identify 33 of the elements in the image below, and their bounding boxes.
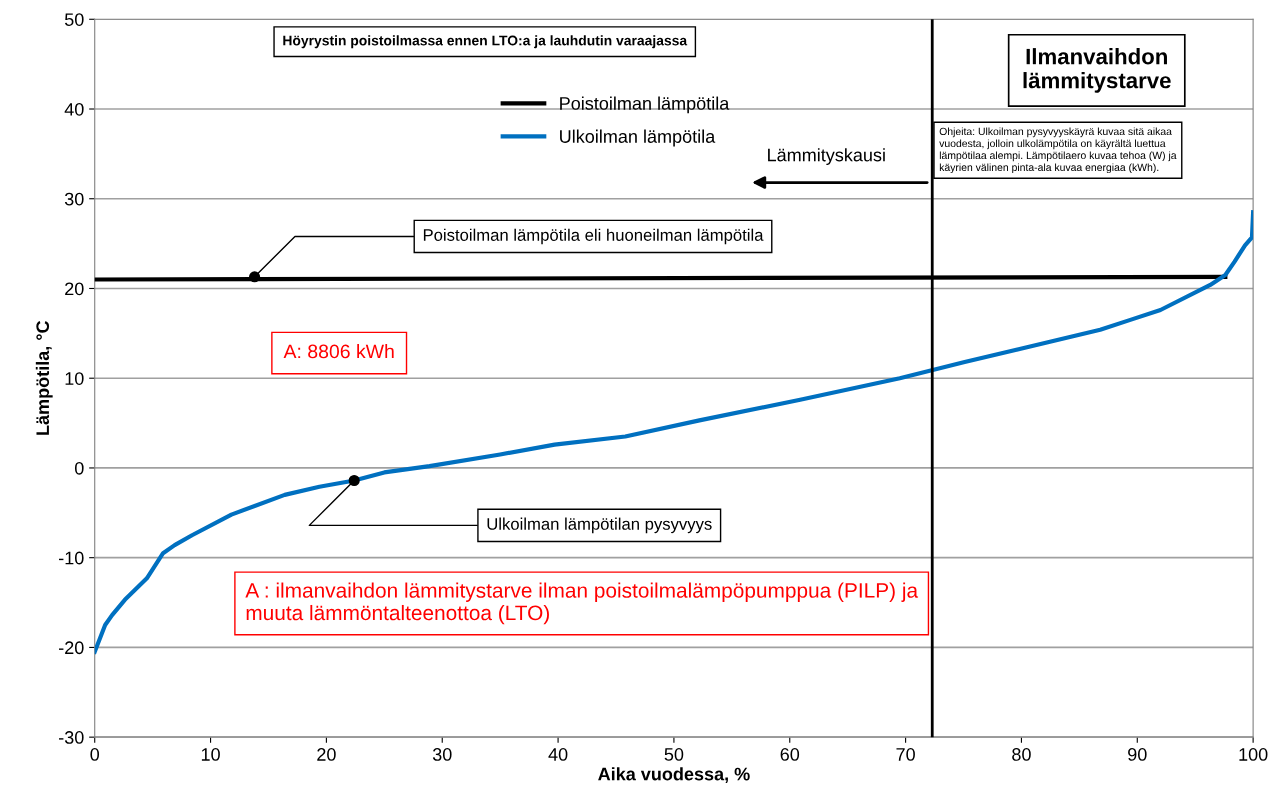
x-tick-label: 60 [780,748,800,761]
legend-label: Ulkoilman lämpötila [560,129,716,147]
y-tick-label: -20 [59,641,84,655]
x-axis-title: Aika vuodessa, % [598,767,750,784]
y-tick-label: 0 [74,461,84,475]
legend-label: Poistoilman lämpötila [560,96,730,114]
annotation: Lämmityskausi [768,148,885,165]
x-tick-label: 50 [664,748,684,761]
y-tick-label: 10 [65,372,84,385]
annotation: Ulkoilman lämpötilan pysyvyys [487,517,712,534]
x-tick-label: 10 [201,748,220,761]
x-tick-label: 0 [90,748,100,761]
x-tick-label: 80 [1012,748,1031,761]
y-tick-label: 20 [65,282,84,296]
y-tick-label: 40 [64,102,84,116]
x-tick-label: 90 [1128,748,1147,761]
annotation: Ilmanvaihdon lämmitystarve [1023,48,1171,93]
x-tick-label: 70 [896,748,915,761]
x-tick-label: 100 [1239,748,1268,761]
annotation: A: 8806 kWh [283,344,394,359]
y-tick-label: -30 [59,731,84,744]
y-tick-label: -10 [59,551,84,565]
annotation: Höyrystin poistoilmassa ennen LTO:a ja lauhdutin varaajassa [283,35,688,49]
x-tick-label: 30 [432,748,452,761]
annotation: Ohjeita: Ulkoilman pysyvyyskäyrä kuvaa sitä aikaa vuodesta, jolloin ulkolämpötila on käyrältä luettua lämpötilaa alempi. Lämpötilaero kuvaa tehoa (W) ja käyrien välinen pinta-ala kuvaa energiaa (kWh). [939,127,1177,174]
y-tick-label: 30 [64,192,84,206]
annotation: A : ilmanvaihdon lämmitystarve ilman poistoilmalämpöpumppua (PILP) ja muuta lämmöntalteenottoa (LTO) [245,582,919,625]
line-series [94,210,1254,654]
x-tick-label: 40 [548,748,568,761]
annotation: Poistoilman lämpötila eli huoneilman lämpötila [423,228,764,245]
y-tick-label: 50 [64,13,84,26]
y-axis-title: Lämpötila, °C [35,320,53,435]
x-tick-label: 20 [317,748,336,761]
